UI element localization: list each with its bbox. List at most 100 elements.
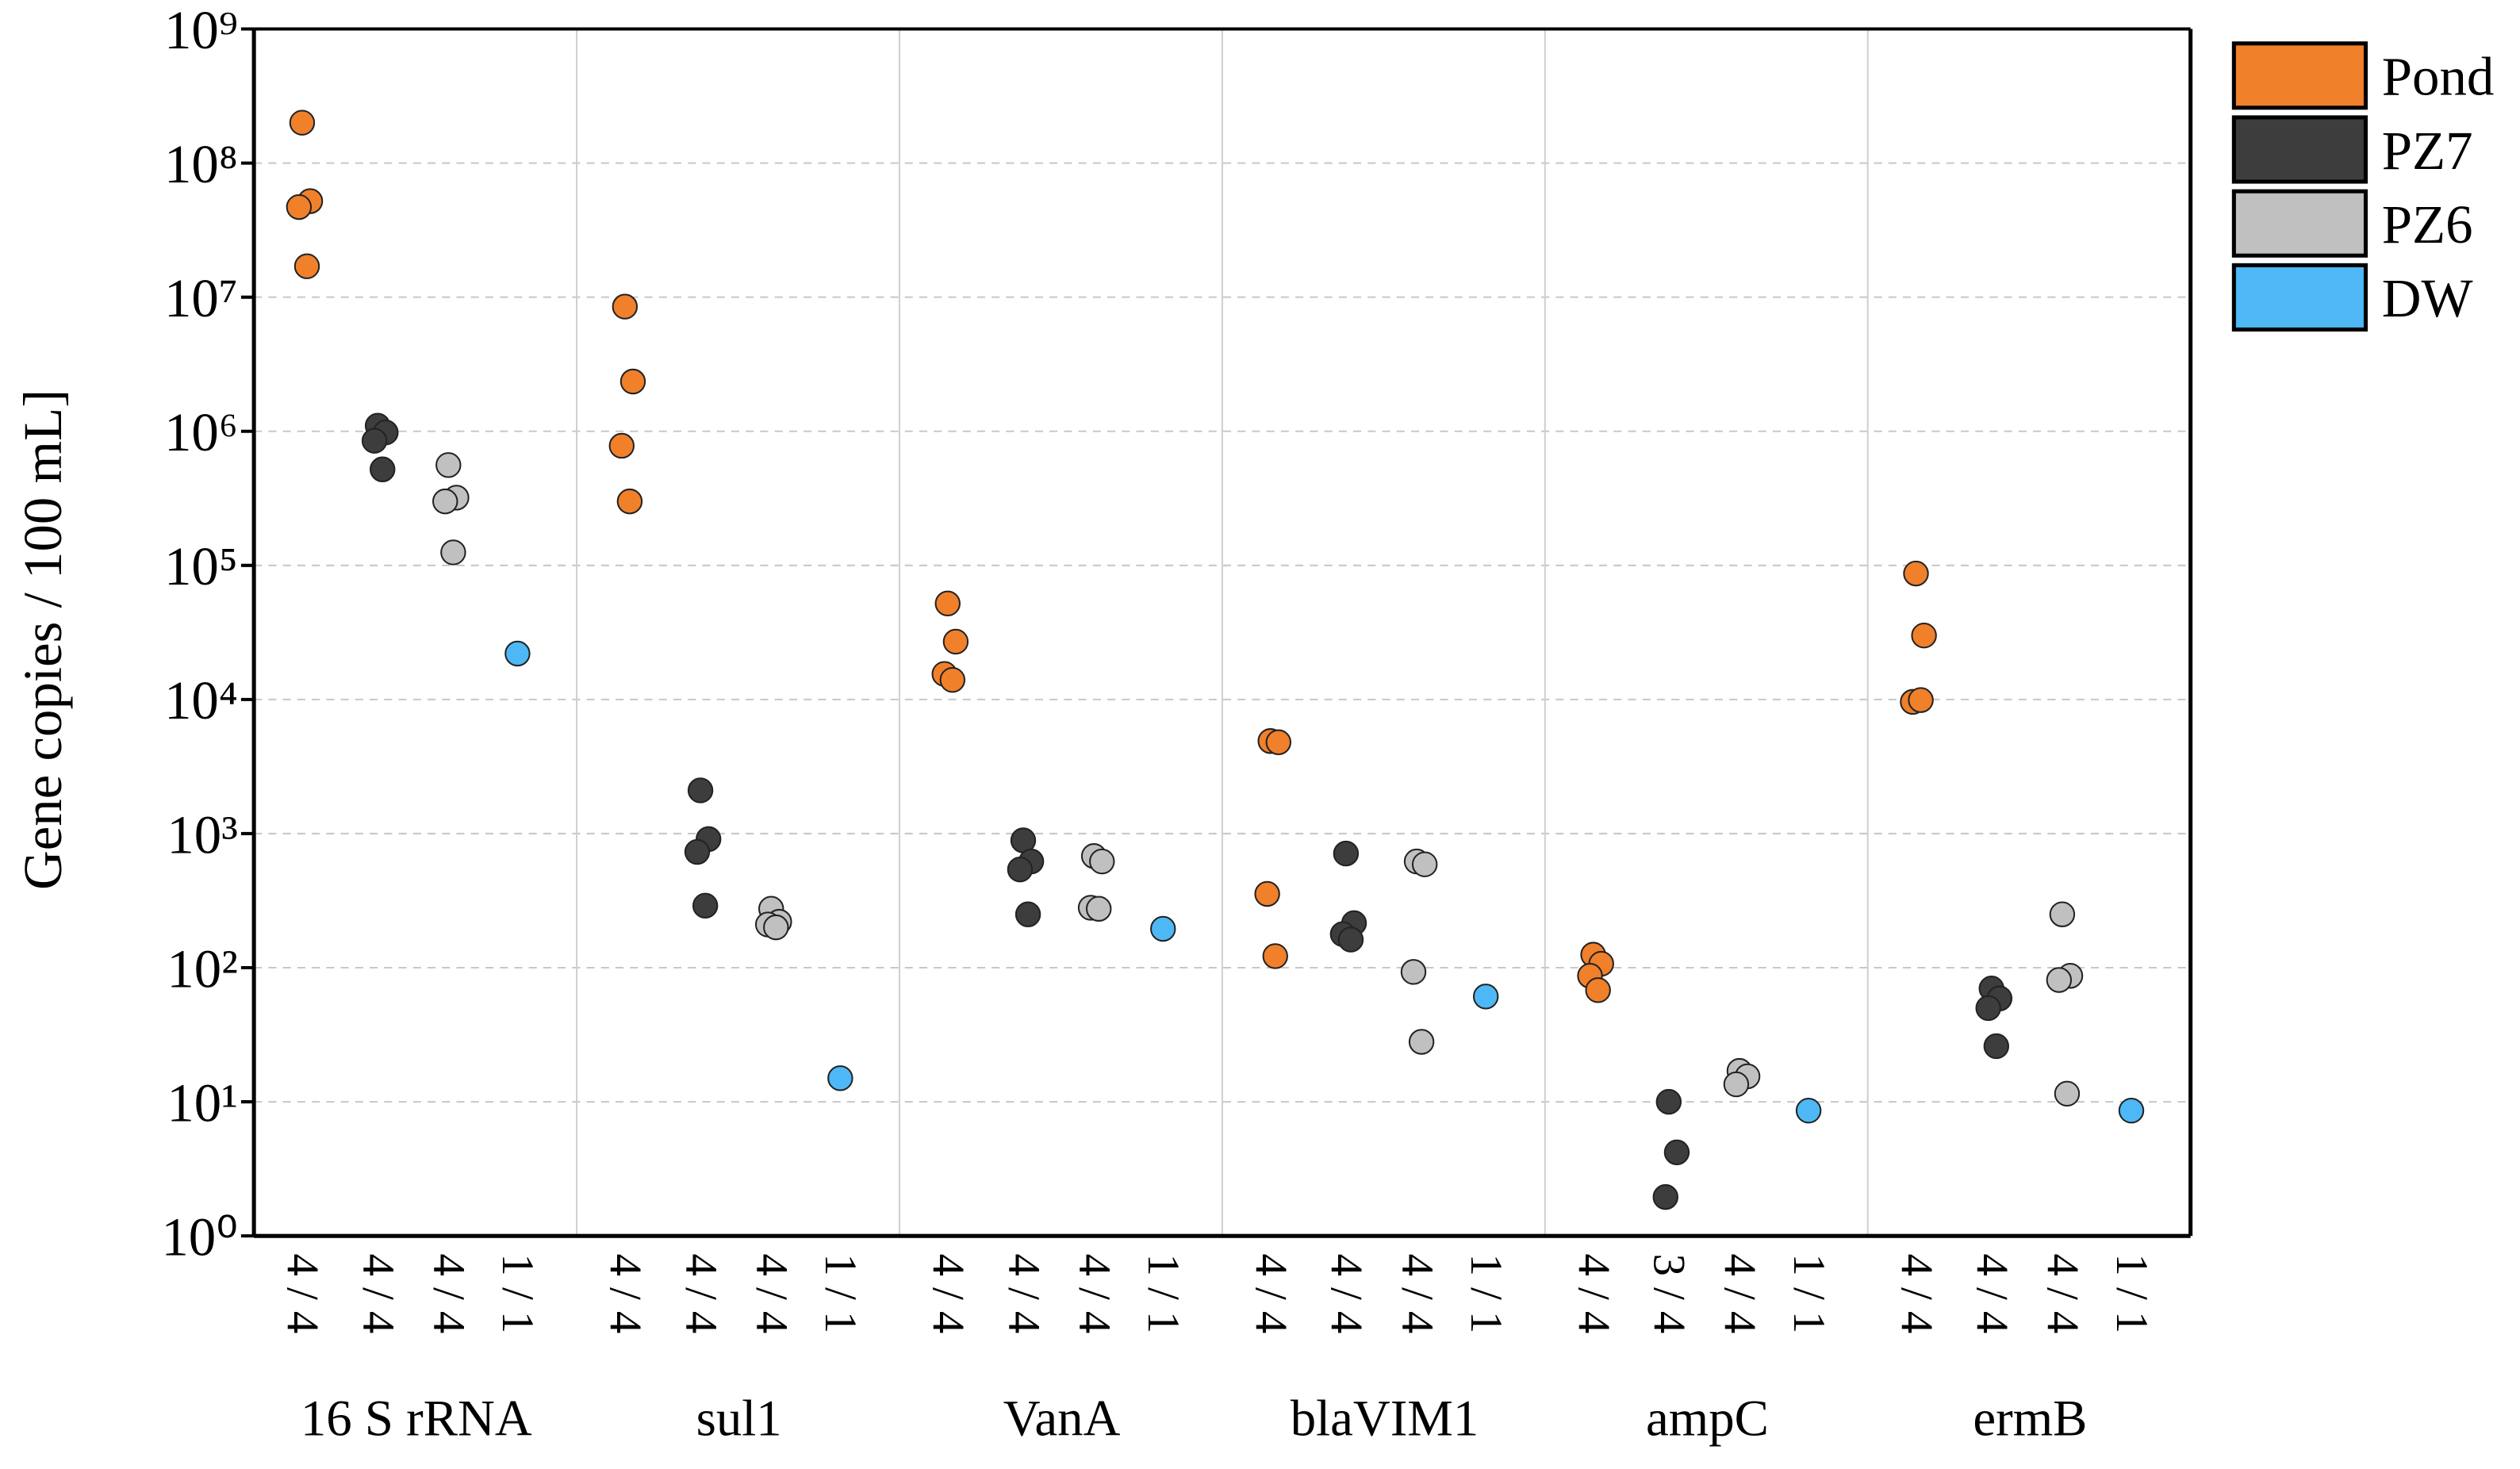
y-tick-label: 10⁹ [164, 0, 238, 60]
detection-label: 4 / 4 [923, 1253, 973, 1333]
data-point [435, 452, 462, 478]
legend-label: PZ7 [2382, 121, 2473, 181]
detection-label: 4 / 4 [746, 1253, 796, 1333]
data-point [692, 892, 719, 919]
legend-swatch [2231, 263, 2368, 332]
data-point [687, 777, 714, 804]
detection-label: 4 / 4 [424, 1253, 474, 1333]
data-point [619, 368, 646, 395]
data-point [370, 456, 396, 482]
detection-label: 1 / 1 [1138, 1253, 1188, 1333]
data-point [1723, 1071, 1750, 1098]
detection-label: 1 / 1 [1784, 1253, 1834, 1333]
data-point [1400, 959, 1427, 985]
data-point [1007, 856, 1034, 883]
detection-label: 4 / 4 [999, 1253, 1049, 1333]
data-point [934, 590, 961, 617]
data-point [1655, 1088, 1682, 1115]
data-point [1472, 984, 1499, 1010]
legend-swatch [2231, 115, 2368, 184]
category-label: 16 S rRNA [301, 1390, 532, 1447]
y-tick-label: 10⁰ [161, 1206, 238, 1267]
data-point [2049, 901, 2076, 927]
detection-label: 1 / 1 [815, 1253, 865, 1333]
data-point [1983, 1033, 2010, 1060]
data-point [1089, 848, 1115, 875]
data-point [2118, 1097, 2145, 1124]
detection-label: 1 / 1 [1461, 1253, 1511, 1333]
data-point [827, 1065, 853, 1091]
detection-label: 4 / 4 [1715, 1253, 1765, 1333]
y-tick-label: 10⁴ [164, 670, 238, 731]
data-point [1652, 1183, 1678, 1210]
data-point [432, 488, 458, 515]
data-point [1411, 851, 1438, 877]
category-label: ermB [1973, 1390, 2087, 1447]
detection-label: 4 / 4 [1069, 1253, 1119, 1333]
y-tick-label: 10³ [167, 804, 238, 865]
y-tick-label: 10⁵ [164, 536, 238, 596]
data-point [361, 428, 388, 454]
y-axis-label: Gene copies / 100 mL] [13, 389, 73, 890]
data-point [289, 109, 316, 136]
data-point [1150, 915, 1176, 942]
data-point [1254, 880, 1280, 907]
detection-label: 4 / 4 [1966, 1253, 2016, 1333]
y-tick-label: 10¹ [167, 1072, 238, 1133]
data-point [2046, 967, 2073, 993]
detection-label: 1 / 1 [2107, 1253, 2157, 1333]
detection-label: 4 / 4 [1568, 1253, 1618, 1333]
data-point [2054, 1080, 2081, 1107]
detection-label: 4 / 4 [1321, 1253, 1371, 1333]
data-point [1903, 560, 1929, 587]
legend-label: DW [2382, 268, 2473, 328]
data-point [1975, 995, 2001, 1022]
data-point [608, 432, 635, 459]
data-point [1663, 1139, 1690, 1165]
data-point [1333, 840, 1360, 867]
data-point [286, 194, 313, 221]
data-point [612, 293, 639, 320]
detection-label: 4 / 4 [1891, 1253, 1941, 1333]
data-point [1262, 943, 1288, 969]
detection-label: 1 / 1 [493, 1253, 543, 1333]
detection-label: 4 / 4 [600, 1253, 650, 1333]
data-point [1585, 977, 1611, 1003]
detection-label: 4 / 4 [278, 1253, 328, 1333]
data-point [1015, 901, 1041, 927]
legend-swatch [2231, 41, 2368, 110]
legend-label: Pond [2382, 47, 2495, 107]
data-point [1337, 926, 1364, 953]
data-point [763, 914, 789, 941]
y-tick-label: 10⁸ [164, 134, 238, 194]
detection-label: 4 / 4 [2038, 1253, 2088, 1333]
data-point [942, 628, 969, 655]
data-point [1795, 1097, 1822, 1124]
data-point [440, 539, 466, 566]
detection-label: 4 / 4 [1392, 1253, 1442, 1333]
detection-label: 3 / 4 [1644, 1253, 1694, 1333]
category-label: VanA [1003, 1390, 1121, 1447]
data-point [616, 488, 643, 515]
y-tick-label: 10⁶ [164, 402, 238, 462]
y-tick-label: 10⁷ [164, 268, 238, 328]
data-point [293, 253, 320, 279]
data-point [1408, 1029, 1435, 1055]
data-point [1086, 896, 1112, 922]
data-point [1908, 687, 1934, 713]
detection-label: 4 / 4 [1245, 1253, 1295, 1333]
data-point [684, 838, 711, 865]
data-point [1911, 622, 1937, 649]
data-point [1265, 729, 1292, 755]
data-point [939, 666, 966, 693]
category-label: blaVIM1 [1291, 1390, 1479, 1447]
detection-label: 4 / 4 [353, 1253, 403, 1333]
data-point [504, 640, 531, 667]
category-label: ampC [1646, 1390, 1769, 1447]
category-label: sul1 [696, 1390, 782, 1447]
legend-label: PZ6 [2382, 194, 2473, 255]
y-tick-label: 10² [167, 938, 238, 999]
legend-swatch [2231, 189, 2368, 258]
detection-label: 4 / 4 [676, 1253, 726, 1333]
